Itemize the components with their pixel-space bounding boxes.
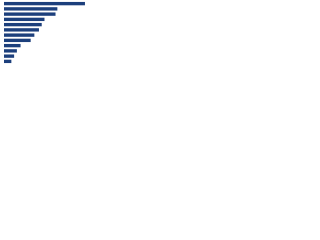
bar [4, 54, 15, 58]
bar [4, 33, 35, 37]
bar [4, 59, 12, 64]
bar [4, 28, 39, 32]
bar [4, 38, 31, 43]
bar [4, 7, 58, 11]
bar [4, 49, 17, 53]
bar [4, 17, 45, 22]
bar [4, 22, 42, 27]
bar [4, 43, 21, 48]
bar [4, 12, 56, 16]
chart [4, 1, 85, 64]
bar [4, 1, 85, 6]
